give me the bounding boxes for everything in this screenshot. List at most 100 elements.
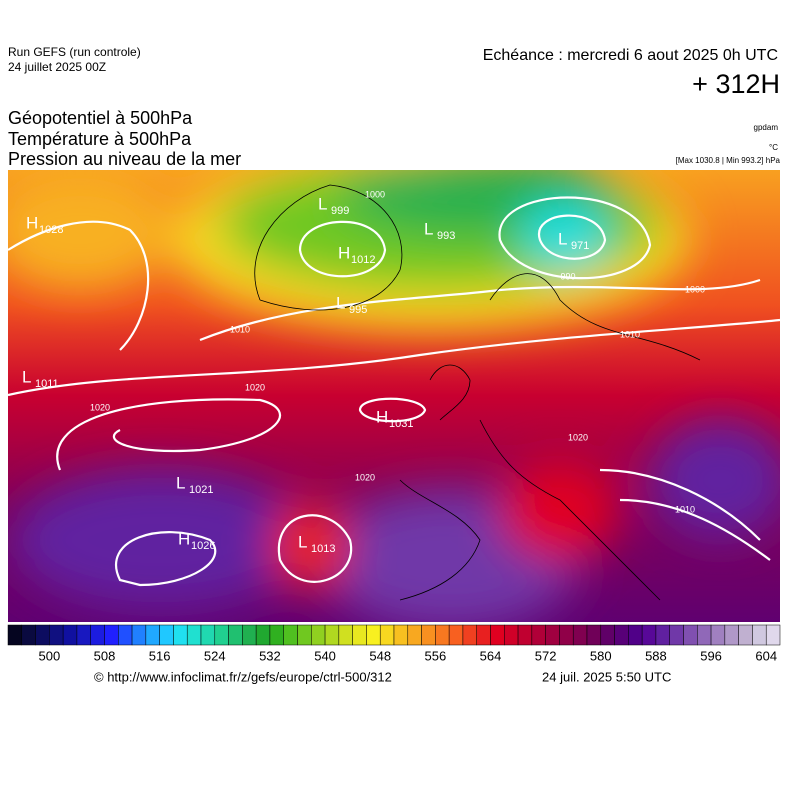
isobar-label: 1000	[685, 284, 705, 294]
color-swatch	[21, 624, 36, 646]
color-swatch	[338, 624, 353, 646]
isobar-label: 1020	[355, 472, 375, 482]
lead-time: + 312H	[692, 69, 780, 99]
color-swatch	[145, 624, 160, 646]
center-value: 1012	[351, 254, 375, 266]
center-value: 995	[349, 304, 367, 316]
color-swatch	[311, 624, 326, 646]
colorbar-tick-label: 532	[259, 648, 281, 663]
color-swatch	[559, 624, 574, 646]
color-swatch	[738, 624, 753, 646]
center-value: 1011	[35, 378, 59, 390]
unit: gpdam	[754, 123, 779, 132]
color-swatch	[641, 624, 657, 646]
color-swatch	[600, 624, 615, 646]
center-kind: L	[558, 229, 567, 248]
unit: °C	[769, 143, 778, 152]
colorbar-tick-label: 548	[369, 648, 391, 663]
color-swatch	[724, 624, 739, 646]
color-swatch	[490, 624, 505, 646]
color-swatch	[35, 624, 50, 646]
color-swatch	[159, 624, 174, 646]
colorbar-tick-label: 516	[149, 648, 171, 663]
center-kind: L	[336, 293, 345, 312]
coastlines	[254, 184, 701, 601]
center-kind: H	[376, 407, 388, 426]
color-swatch	[366, 624, 381, 646]
center-kind: L	[176, 473, 185, 492]
color-swatch	[517, 624, 533, 646]
isobar-label: 990	[560, 271, 575, 281]
generated-time: 24 juil. 2025 5:50 UTC	[542, 669, 671, 684]
color-swatch	[462, 624, 477, 646]
color-swatch	[62, 624, 78, 646]
color-swatch	[504, 624, 519, 646]
title: Pression au niveau de la mer	[8, 149, 241, 169]
colorbar-tick-label: 572	[535, 648, 557, 663]
color-swatch	[76, 624, 91, 646]
color-swatch	[697, 624, 712, 646]
center-value: 1013	[311, 543, 335, 555]
color-swatch	[655, 624, 670, 646]
isobar-label: 1020	[568, 432, 588, 442]
source-url: © http://www.infoclimat.fr/z/gefs/europe…	[94, 669, 392, 684]
color-swatch	[614, 624, 629, 646]
center-kind: L	[318, 194, 327, 213]
color-swatch	[90, 624, 105, 646]
color-swatch	[352, 624, 367, 646]
color-swatch	[118, 624, 133, 646]
center-kind: H	[178, 529, 190, 548]
title: Température à 500hPa	[8, 129, 192, 149]
colorbar-tick-label: 596	[700, 648, 722, 663]
colorbar-tick-label: 556	[425, 648, 447, 663]
color-swatch	[710, 624, 726, 646]
unit: [Max 1030.8 | Min 993.2] hPa	[676, 156, 781, 165]
run-date: 24 juillet 2025 00Z	[8, 60, 106, 74]
title: Géopotentiel à 500hPa	[8, 108, 193, 128]
colorbar-tick-label: 540	[314, 648, 336, 663]
color-swatch	[669, 624, 684, 646]
color-swatch	[255, 624, 271, 646]
isobar-label: 1010	[620, 329, 640, 339]
color-swatch	[545, 624, 560, 646]
colorbar-tick-label: 564	[480, 648, 502, 663]
center-kind: L	[298, 532, 307, 551]
center-kind: L	[424, 219, 433, 238]
color-swatch	[628, 624, 643, 646]
color-swatch	[476, 624, 491, 646]
isobars	[8, 196, 780, 587]
color-swatch	[49, 624, 64, 646]
center-value: 993	[437, 230, 455, 242]
color-swatch	[572, 624, 588, 646]
colorbar-tick-label: 588	[645, 648, 667, 663]
colorbar-tick-label: 508	[94, 648, 116, 663]
center-value: 1021	[189, 484, 213, 496]
color-swatch	[448, 624, 464, 646]
colorbar-tick-label: 580	[590, 648, 612, 663]
color-swatch	[586, 624, 602, 646]
colorbar-tick-label: 500	[39, 648, 61, 663]
color-swatch	[407, 624, 422, 646]
valid-time: Echéance : mercredi 6 aout 2025 0h UTC	[483, 47, 778, 64]
color-swatch	[752, 624, 767, 646]
center-value: 999	[331, 205, 349, 217]
center-value: 1031	[389, 418, 413, 430]
color-swatch	[242, 624, 257, 646]
colorbar-tick-label: 524	[204, 648, 226, 663]
center-value: 1028	[39, 224, 63, 236]
isobar-labels: 1000 1020 1020 1010 1010 1020 1010 1020 1000 990	[90, 189, 705, 514]
color-swatch	[379, 624, 395, 646]
center-kind: L	[22, 367, 31, 386]
color-swatch	[283, 624, 298, 646]
colorbar-tick-label: 604	[755, 648, 777, 663]
isobar-label: 1000	[365, 189, 385, 199]
isobar-label: 1010	[675, 504, 695, 514]
color-swatch	[393, 624, 409, 646]
color-swatch	[186, 624, 202, 646]
color-swatch	[324, 624, 340, 646]
center-kind: H	[338, 243, 350, 262]
color-swatch	[173, 624, 188, 646]
color-swatch	[269, 624, 284, 646]
isobar-label: 1010	[230, 324, 250, 334]
color-swatch	[297, 624, 312, 646]
